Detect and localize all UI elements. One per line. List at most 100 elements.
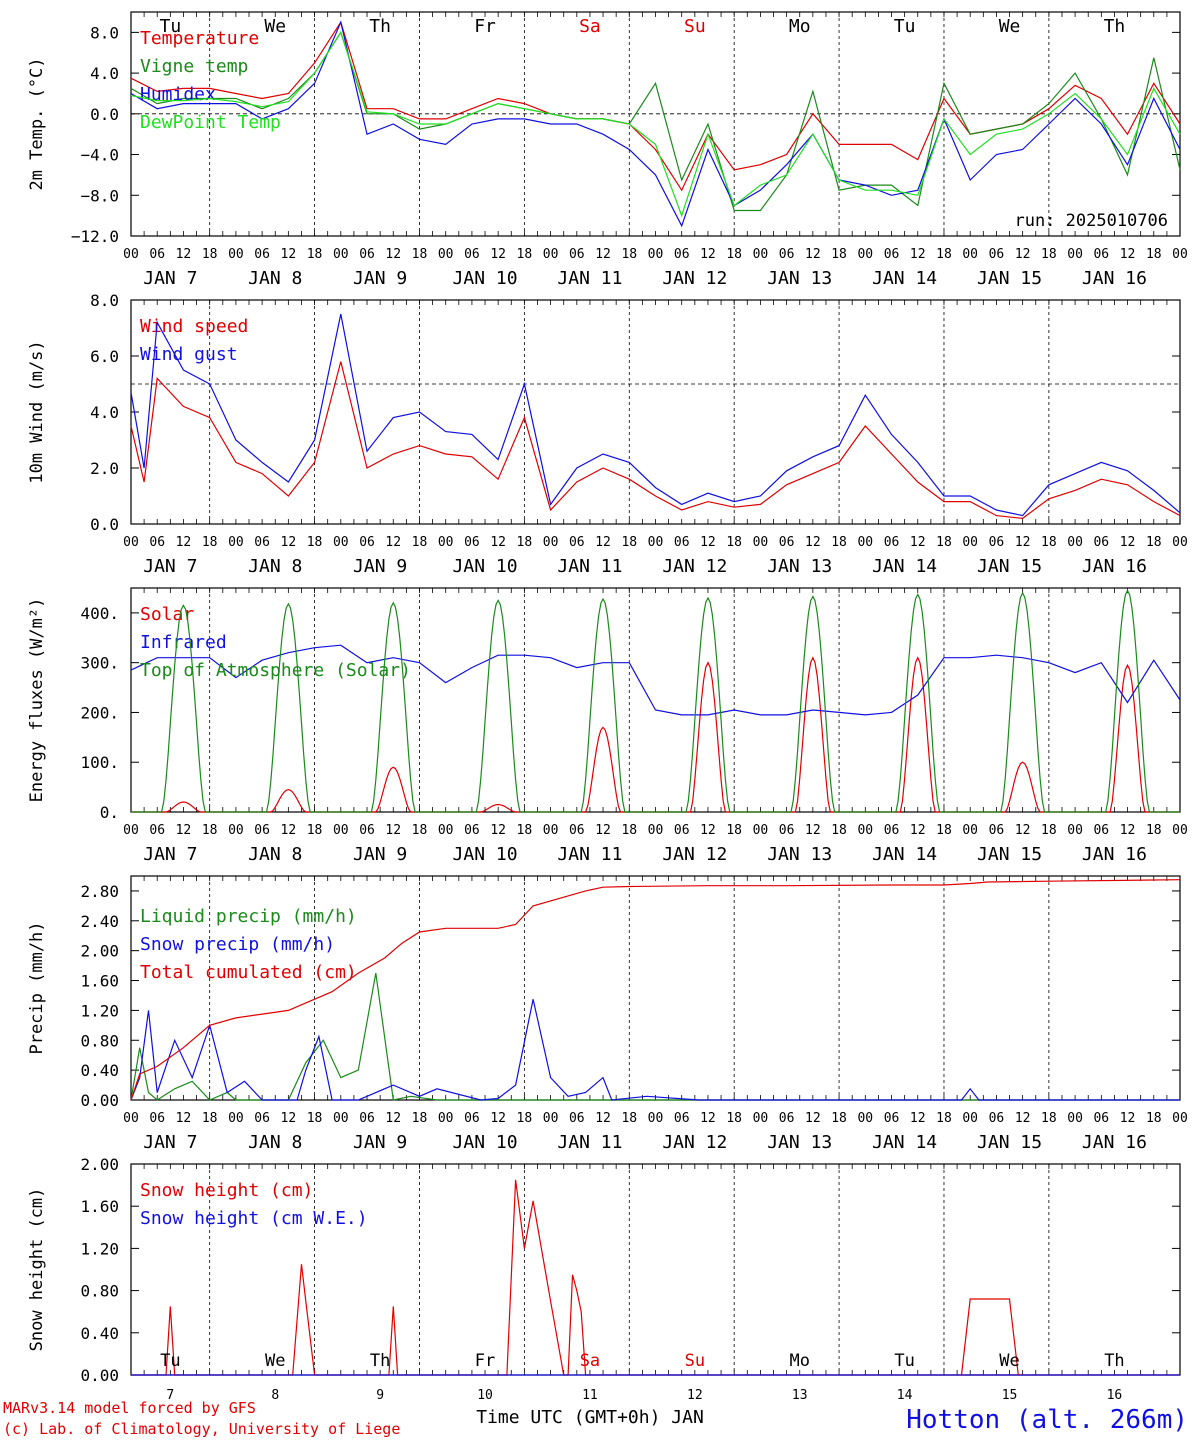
series-line-dewpoint-temp bbox=[130, 31, 1181, 218]
hour-tick-label: 12 bbox=[281, 823, 297, 838]
day-number-label: 13 bbox=[792, 1388, 808, 1403]
hour-tick-label: 18 bbox=[726, 823, 742, 838]
hour-tick-label: 06 bbox=[884, 247, 900, 262]
hour-tick-label: 06 bbox=[464, 247, 480, 262]
date-label: JAN 12 bbox=[662, 844, 727, 865]
hour-tick-label: 00 bbox=[228, 1111, 244, 1126]
hour-tick-label: 18 bbox=[307, 247, 323, 262]
lab-credit: (c) Lab. of Climatology, University of L… bbox=[3, 1420, 400, 1438]
hour-tick-label: 00 bbox=[962, 247, 978, 262]
legend-entry: Vigne temp bbox=[140, 56, 248, 77]
hour-tick-label: 12 bbox=[1120, 247, 1136, 262]
panel-3-frame bbox=[130, 587, 1181, 813]
hour-tick-label: 06 bbox=[884, 823, 900, 838]
hour-tick-label: 12 bbox=[595, 535, 611, 550]
hour-tick-label: 18 bbox=[621, 247, 637, 262]
hour-tick-label: 18 bbox=[412, 823, 428, 838]
date-label: JAN 9 bbox=[353, 268, 407, 289]
date-label: JAN 13 bbox=[767, 844, 832, 865]
hour-tick-label: 00 bbox=[228, 535, 244, 550]
hour-tick-label: 06 bbox=[359, 535, 375, 550]
hour-tick-label: 06 bbox=[989, 247, 1005, 262]
date-label: JAN 9 bbox=[353, 844, 407, 865]
hour-tick-label: 00 bbox=[123, 1111, 139, 1126]
day-name-label: We bbox=[264, 16, 286, 37]
hour-tick-label: 06 bbox=[149, 1111, 165, 1126]
y-tick-label: 6.0 bbox=[90, 347, 119, 366]
hour-tick-label: 00 bbox=[753, 1111, 769, 1126]
hour-tick-label: 06 bbox=[359, 1111, 375, 1126]
day-number-label: 8 bbox=[271, 1388, 279, 1403]
hour-tick-label: 00 bbox=[438, 247, 454, 262]
hour-tick-label: 00 bbox=[1067, 535, 1083, 550]
hour-tick-label: 18 bbox=[517, 535, 533, 550]
hour-tick-label: 12 bbox=[1015, 535, 1031, 550]
hour-tick-label: 12 bbox=[595, 1111, 611, 1126]
model-credit: MARv3.14 model forced by GFS bbox=[3, 1399, 256, 1417]
hour-tick-label: 18 bbox=[831, 247, 847, 262]
hour-tick-label: 18 bbox=[1146, 823, 1162, 838]
hour-tick-label: 12 bbox=[176, 535, 192, 550]
day-number-label: 16 bbox=[1107, 1388, 1123, 1403]
hour-tick-label: 18 bbox=[726, 535, 742, 550]
day-name-label-bottom: Tu bbox=[894, 1351, 914, 1371]
day-name-label: Tu bbox=[159, 16, 181, 37]
hour-tick-label: 06 bbox=[1093, 247, 1109, 262]
date-label: JAN 9 bbox=[353, 556, 407, 577]
date-label: JAN 8 bbox=[248, 844, 302, 865]
hour-tick-label: 00 bbox=[1067, 823, 1083, 838]
x-axis-label: Time UTC (GMT+0h) JAN bbox=[476, 1407, 704, 1428]
hour-tick-label: 06 bbox=[1093, 823, 1109, 838]
series-line-top-of-atmosphere-solar- bbox=[131, 589, 1180, 813]
hour-tick-label: 18 bbox=[831, 1111, 847, 1126]
hour-tick-label: 18 bbox=[1041, 535, 1057, 550]
date-label: JAN 14 bbox=[872, 844, 937, 865]
hour-tick-label: 06 bbox=[569, 535, 585, 550]
hour-tick-label: 00 bbox=[543, 823, 559, 838]
series-line-snow-precip-mm-h- bbox=[130, 999, 1180, 1101]
hour-tick-label: 00 bbox=[228, 247, 244, 262]
hour-tick-label: 06 bbox=[359, 823, 375, 838]
series-line-temperature bbox=[130, 20, 1181, 192]
y-tick-label: 2.80 bbox=[80, 882, 119, 901]
hour-tick-label: 18 bbox=[1041, 247, 1057, 262]
hour-tick-label: 18 bbox=[307, 535, 323, 550]
hour-tick-label: 00 bbox=[1172, 247, 1188, 262]
y-tick-label: 0.80 bbox=[80, 1031, 119, 1050]
hour-tick-label: 06 bbox=[674, 1111, 690, 1126]
hour-tick-label: 06 bbox=[149, 823, 165, 838]
day-name-label-bottom: Mo bbox=[789, 1351, 809, 1371]
hour-tick-label: 00 bbox=[962, 535, 978, 550]
hour-tick-label: 00 bbox=[1172, 823, 1188, 838]
hour-tick-label: 00 bbox=[1067, 247, 1083, 262]
date-label: JAN 10 bbox=[453, 844, 518, 865]
hour-tick-label: 00 bbox=[753, 823, 769, 838]
hour-tick-label: 18 bbox=[1146, 1111, 1162, 1126]
hour-tick-label: 18 bbox=[936, 247, 952, 262]
day-name-label: Th bbox=[1104, 16, 1126, 37]
hour-tick-label: 00 bbox=[1172, 535, 1188, 550]
date-label: JAN 11 bbox=[557, 268, 622, 289]
date-label: JAN 9 bbox=[353, 1132, 407, 1153]
hour-tick-label: 06 bbox=[989, 823, 1005, 838]
y-tick-label: 2.00 bbox=[80, 942, 119, 961]
y-tick-label: −4.0 bbox=[80, 146, 119, 165]
date-label: JAN 8 bbox=[248, 268, 302, 289]
hour-tick-label: 18 bbox=[1146, 247, 1162, 262]
date-label: JAN 11 bbox=[557, 1132, 622, 1153]
day-name-label-bottom: We bbox=[265, 1351, 285, 1371]
y-tick-label: 0.0 bbox=[90, 105, 119, 124]
hour-tick-label: 18 bbox=[202, 1111, 218, 1126]
series-line-vigne-temp bbox=[130, 31, 1181, 212]
series-line-liquid-precip-mm-h- bbox=[130, 972, 1180, 1101]
y-tick-label: 8.0 bbox=[90, 291, 119, 310]
hour-tick-label: 06 bbox=[674, 247, 690, 262]
hour-tick-label: 12 bbox=[1120, 823, 1136, 838]
day-number-label: 14 bbox=[897, 1388, 913, 1403]
hour-tick-label: 00 bbox=[228, 823, 244, 838]
legend-entry: Snow precip (mm/h) bbox=[140, 934, 335, 955]
legend-entry: Snow height (cm W.E.) bbox=[140, 1208, 368, 1229]
date-label: JAN 16 bbox=[1082, 844, 1147, 865]
hour-tick-label: 18 bbox=[412, 535, 428, 550]
